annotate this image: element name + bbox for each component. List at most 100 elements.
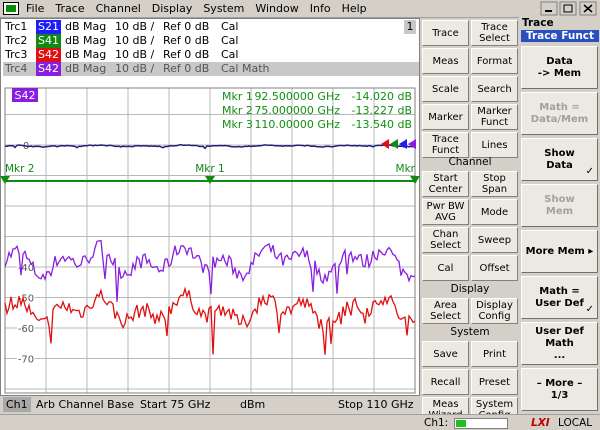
footer-channel: Ch1: (424, 417, 449, 429)
hardkey-label: Center (428, 184, 463, 195)
trace-scale: 10 dB / (115, 48, 155, 61)
softkey[interactable]: Math = User Def ✓ (521, 276, 598, 319)
channel-indicator (454, 418, 508, 429)
hardkey-label: Span (481, 184, 508, 195)
trace-scale: 10 dB / (115, 20, 155, 33)
trace-ref: Ref 0 dB (163, 34, 210, 47)
softkey[interactable]: – More –1/3 (521, 368, 598, 411)
marker-label: Mkr 1 (222, 90, 253, 103)
marker-label: Mkr 3 (222, 118, 253, 131)
softkey-label: Math (545, 337, 574, 349)
hardkey-label: Stop (483, 173, 506, 184)
hardkey[interactable]: Offset (471, 255, 518, 281)
hardkey-label: Recall (430, 376, 461, 388)
hardkey[interactable]: Display Config (471, 298, 518, 324)
hardkey[interactable]: Trace (422, 20, 469, 46)
ref-marker (390, 139, 398, 149)
ref-marker (399, 139, 407, 149)
hardkey[interactable]: Preset (471, 369, 518, 395)
hardkey[interactable]: Pwr BW AVG (422, 199, 469, 225)
softkey-submenu: Trace Funct (521, 30, 599, 42)
indicator-fill (456, 420, 466, 427)
hardkey-label: AVG (435, 212, 456, 223)
softkey: Math = Data/Mem (521, 92, 598, 135)
softkey[interactable]: Show Data ✓ (521, 138, 598, 181)
hardkey-label: Save (433, 348, 458, 360)
softkey-label: User Def (535, 325, 584, 337)
trace-row[interactable]: Trc2 S41 dB Mag 10 dB / Ref 0 dB Cal (3, 34, 419, 48)
section-header: System (450, 326, 490, 338)
softkey-label: Data (546, 55, 573, 67)
menu-item[interactable]: System (203, 2, 245, 15)
trace-status: Cal (221, 48, 239, 61)
hardkey[interactable]: Lines (471, 132, 518, 158)
softkey[interactable]: User Def Math... (521, 322, 598, 365)
hardkey[interactable]: Format (471, 48, 518, 74)
hardkey-label: Pwr BW (426, 201, 465, 212)
lxi-logo: LXI (531, 417, 550, 429)
hardkey[interactable]: Sweep (471, 227, 518, 253)
trace-ref: Ref 0 dB (163, 48, 210, 61)
active-trace: S42 (15, 89, 36, 102)
softkey[interactable]: More Mem ▸ (521, 230, 598, 273)
hardkey[interactable]: Scale (422, 76, 469, 102)
hardkey[interactable]: Trace Select (471, 20, 518, 46)
hardkey-label: Sweep (477, 234, 512, 246)
y-label: -70 (18, 355, 34, 366)
menu-item[interactable]: Info (309, 2, 331, 15)
hardkey[interactable]: Area Select (422, 298, 469, 324)
hardkey-label: Trace (481, 22, 508, 33)
hardkey-label: Funct (480, 117, 509, 128)
hardkey-label: Print (482, 348, 506, 360)
menu-bar: File Trace Channel Display System Window Info H… (0, 0, 600, 18)
window-controls[interactable] (540, 1, 600, 16)
softkey-label: Mem (545, 205, 574, 217)
hardkey[interactable]: Save (422, 341, 469, 367)
hardkey[interactable]: Start Center (422, 171, 469, 197)
hardkey[interactable]: Search (471, 76, 518, 102)
hardkey[interactable]: Mode (471, 199, 518, 225)
softkey[interactable]: Data -> Mem (521, 46, 598, 89)
hardkey[interactable]: Print (471, 341, 518, 367)
marker-response: -13.540 dB (352, 118, 412, 131)
hardkey-label: Marker (428, 111, 463, 123)
hardkey-label: Select (430, 311, 461, 322)
trace-format: dB Mag (65, 62, 107, 75)
hardkey[interactable]: Marker Funct (471, 104, 518, 130)
hardkey-label: Scale (432, 83, 459, 95)
softkey: Show Mem (521, 184, 598, 227)
trace-row[interactable]: Trc4 S42 dB Mag 10 dB / Ref 0 dB Cal Math (3, 62, 419, 76)
trace-scale: 10 dB / (115, 62, 155, 75)
hardkey[interactable]: Trace Funct (422, 132, 469, 158)
hardkey[interactable]: Meas (422, 48, 469, 74)
hardkey[interactable]: Recall (422, 369, 469, 395)
stop-freq: Stop 110 GHz (338, 398, 414, 411)
marker-stimulus: 92.500000 GHz (254, 90, 340, 103)
hardkey[interactable]: Stop Span (471, 171, 518, 197)
channel-mode: Arb Channel Base (36, 398, 134, 411)
menu-item[interactable]: Display (151, 2, 193, 15)
trace-line (4, 239, 416, 302)
softkey-label: More Mem ▸ (525, 245, 594, 257)
softkey-label: Data (546, 159, 573, 171)
menu-item[interactable]: Channel (95, 2, 141, 15)
trace-row[interactable]: Trc1 S21 dB Mag 10 dB / Ref 0 dB Cal (3, 20, 419, 34)
softkey-label: Math = (539, 285, 580, 297)
status-bar: Ch1 Arb Channel Base Start 75 GHz dBm Stop 1… (0, 396, 420, 413)
softkey-label: ... (553, 349, 566, 361)
hardkey-label: Trace (432, 134, 459, 145)
menu-item[interactable]: File (26, 2, 45, 15)
hardkey-label: Select (479, 33, 510, 44)
softkey-label: Math = (539, 101, 580, 113)
hardkey-label: Offset (479, 262, 510, 274)
menu-item[interactable]: Window (255, 2, 299, 15)
hardkey[interactable]: Chan Select (422, 227, 469, 253)
hardkey[interactable]: Cal (422, 255, 469, 281)
hardkey[interactable]: Marker (422, 104, 469, 130)
menu-item[interactable]: Help (341, 2, 367, 15)
trace-row[interactable]: Trc3 S42 dB Mag 10 dB / Ref 0 dB Cal (3, 48, 419, 62)
app-icon (3, 2, 19, 15)
menu-item[interactable]: Trace (55, 2, 85, 15)
power-unit: dBm (240, 398, 266, 411)
